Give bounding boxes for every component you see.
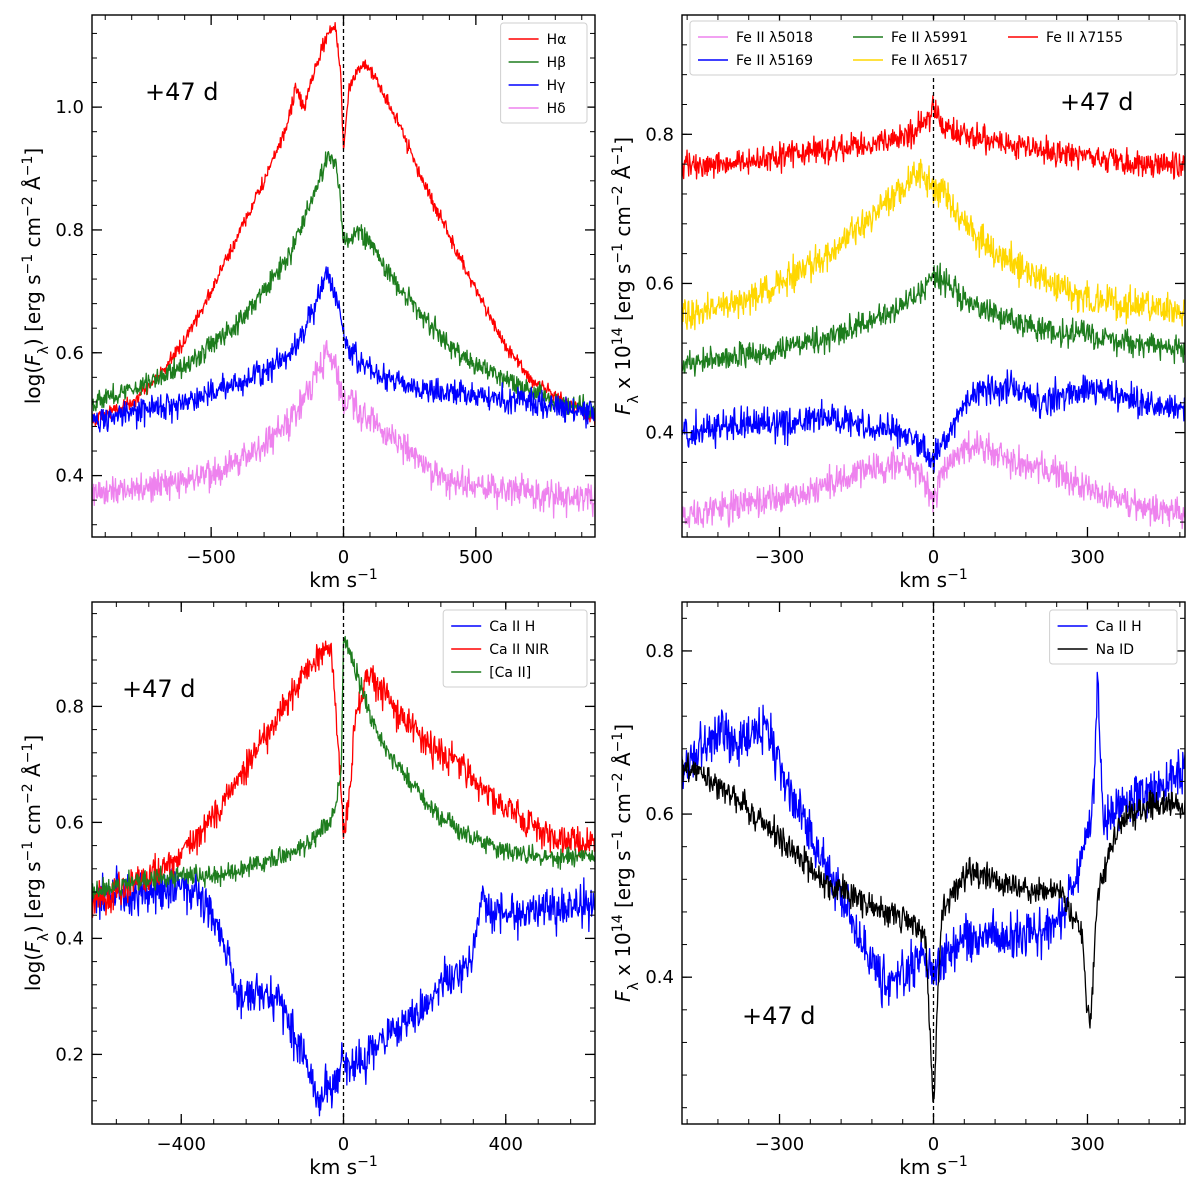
series-line-fe-ii-6517: [682, 158, 1185, 331]
panel-bottom-right: −300 0 300 0.4 0.6 0.8 km s−1 Fλ x 1014 [erg s−…: [610, 601, 1186, 1179]
legend-entry: Hβ: [547, 55, 566, 71]
x-tick-label: 0: [928, 1134, 939, 1155]
legend-entry: Hα: [547, 32, 567, 48]
y-tick-label: 0.4: [55, 928, 84, 949]
y-tick-label: 0.6: [645, 804, 674, 825]
y-tick-label: 0.8: [55, 696, 84, 717]
panel-top-right: −300 0 300 0.4 0.6 0.8 km s−1 Fλ x 1014 [erg s−…: [610, 14, 1186, 592]
epoch-annotation: +47 d: [145, 78, 219, 106]
y-tick-label: 0.6: [55, 812, 84, 833]
y-tick-label: 1.0: [55, 97, 84, 118]
legend-entry: Ca II NIR: [489, 642, 549, 658]
x-tick-label: 300: [1070, 547, 1104, 568]
x-axis-label: km s−1: [309, 1154, 377, 1179]
x-axis-label: km s−1: [899, 567, 967, 592]
legend-entry: Fe II λ5991: [891, 30, 968, 46]
legend-entry: Hδ: [547, 101, 566, 117]
legend-entry: Na ID: [1096, 642, 1134, 658]
x-axis-label: km s−1: [309, 567, 377, 592]
legend: Ca II H Na ID: [1049, 609, 1178, 665]
x-tick-label: 400: [489, 1134, 523, 1155]
y-tick-label: 0.4: [55, 466, 84, 487]
series-line-ca-ii-h: [682, 671, 1185, 1009]
series-line-ca-ii-nir: [92, 640, 595, 918]
y-axis-label: Fλ x 1014 [erg s−1 cm−2 Å−1]: [610, 724, 642, 1002]
y-tick-label: 0.4: [645, 423, 674, 444]
y-tick-label: 0.8: [55, 220, 84, 241]
legend: Hα Hβ Hγ Hδ: [500, 22, 588, 124]
series-line--ca-ii-: [92, 635, 595, 899]
legend-entry: Ca II H: [1096, 619, 1142, 635]
y-tick-label: 0.6: [55, 343, 84, 364]
legend-entry: Fe II λ6517: [891, 53, 968, 69]
x-tick-label: −300: [755, 1134, 804, 1155]
legend-entry: Fe II λ7155: [1046, 30, 1123, 46]
epoch-annotation: +47 d: [742, 1002, 816, 1030]
y-axis-label: Fλ x 1014 [erg s−1 cm−2 Å−1]: [610, 137, 642, 415]
legend-entry: Fe II λ5169: [736, 53, 813, 69]
x-tick-label: 0: [928, 547, 939, 568]
y-tick-label: 0.8: [645, 124, 674, 145]
x-tick-label: −300: [755, 547, 804, 568]
legend: Fe II λ5018 Fe II λ5169 Fe II λ5991 Fe II λ…: [689, 20, 1178, 76]
x-tick-label: 0: [338, 1134, 349, 1155]
x-tick-label: −500: [186, 547, 235, 568]
y-tick-label: 0.6: [645, 273, 674, 294]
legend-entry: [Ca II]: [489, 665, 531, 681]
y-axis-label: log(Fλ) [erg s−1 cm−2 Å−1]: [20, 148, 52, 404]
legend-entry: Ca II H: [489, 619, 535, 635]
x-tick-label: −400: [157, 1134, 206, 1155]
panel-bottom-left: −400 0 400 0.2 0.4 0.6 0.8 km s−1 log(Fλ) [erg s…: [20, 601, 596, 1179]
series-group: [92, 635, 595, 1117]
x-tick-label: 300: [1070, 1134, 1104, 1155]
panel-top-left: −500 0 500 0.4 0.6 0.8 1.0 km s−1 log(Fλ) [erg s…: [20, 14, 596, 592]
y-tick-label: 0.4: [645, 967, 674, 988]
x-tick-label: 0: [338, 547, 349, 568]
epoch-annotation: +47 d: [1060, 88, 1134, 116]
x-tick-label: 500: [459, 547, 493, 568]
y-tick-label: 0.8: [645, 641, 674, 662]
legend-entry: Fe II λ5018: [736, 30, 813, 46]
legend-entry: Hγ: [547, 78, 566, 94]
series-line-ca-ii-h: [92, 865, 595, 1117]
x-axis-label: km s−1: [899, 1154, 967, 1179]
legend: Ca II H Ca II NIR [Ca II]: [442, 609, 588, 688]
epoch-annotation: +47 d: [122, 675, 196, 703]
y-axis-label: log(Fλ) [erg s−1 cm−2 Å−1]: [20, 735, 52, 991]
y-tick-label: 0.2: [55, 1044, 84, 1065]
